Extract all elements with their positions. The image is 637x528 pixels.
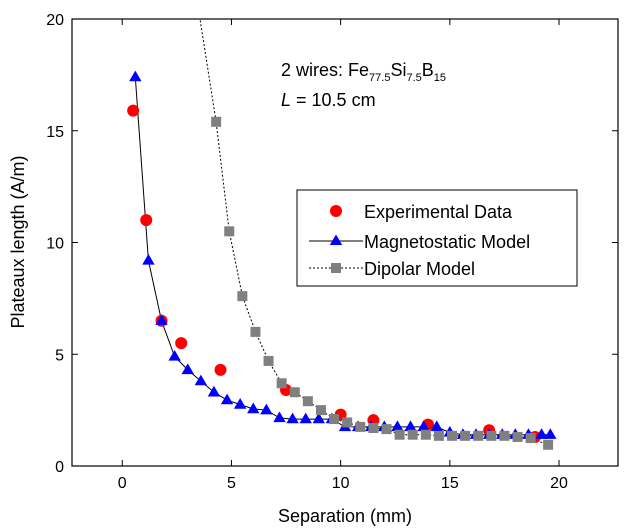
series-1-point-22	[417, 420, 430, 432]
series-2-point-19	[460, 430, 471, 441]
series-2-point-13	[381, 424, 392, 435]
annotation-si: Si	[390, 60, 406, 80]
series-1-point-4	[181, 363, 194, 375]
series-2-point-17	[433, 430, 444, 441]
annotation-line1: 2 wires: Fe77.5Si7.5B15	[281, 60, 446, 84]
series-2-point-8	[315, 405, 326, 416]
series-2-point-7	[302, 396, 313, 407]
annotation: 2 wires: Fe77.5Si7.5B15 L = 10.5 cm	[281, 60, 446, 110]
series-2-point-11	[355, 421, 366, 432]
series-1-point-7	[220, 393, 234, 405]
series-1-point-13	[299, 412, 312, 424]
annotation-l-value: = 10.5 cm	[291, 90, 376, 110]
annotation-line2: L = 10.5 cm	[281, 90, 376, 110]
series-1-point-8	[233, 398, 247, 409]
series-2-point-15	[407, 429, 418, 440]
series-1-point-32	[544, 428, 557, 439]
series-2-point-2	[237, 291, 248, 302]
series-2-point-0	[211, 116, 222, 127]
y-axis-label: Plateaux length (A/m)	[8, 155, 28, 328]
series-2-point-12	[368, 423, 379, 434]
series-0-point-0	[127, 104, 140, 117]
series-2-point-18	[447, 430, 458, 441]
series-2-point-24	[525, 433, 536, 444]
ticks: 0 5 10 15 20 0 5 10 15 20	[46, 12, 618, 492]
series-1-point-9	[247, 402, 260, 414]
series-1-point-12	[286, 412, 299, 424]
markers	[127, 70, 557, 450]
annotation-sub1: 77.5	[369, 72, 390, 84]
y-tick-label-3: 15	[46, 124, 64, 141]
legend-label-dipolar: Dipolar Model	[364, 259, 475, 279]
legend-marker-dipolar	[331, 263, 341, 273]
series-1-point-21	[404, 420, 417, 432]
series-2-point-21	[486, 430, 497, 441]
legend-label-experimental: Experimental Data	[364, 202, 513, 222]
series-1-point-2	[155, 314, 168, 325]
annotation-b: B	[422, 60, 434, 80]
series-1-point-20	[391, 420, 404, 432]
y-tick-label-1: 5	[55, 347, 64, 364]
legend: Experimental Data Magnetostatic Model Di…	[296, 189, 578, 287]
series-0-point-1	[140, 214, 153, 227]
series-1-point-11	[273, 411, 286, 423]
series-2-point-6	[289, 387, 300, 398]
legend-marker-magnetostatic	[329, 234, 343, 245]
series-2-point-5	[276, 378, 287, 389]
series-0-point-4	[214, 363, 227, 376]
x-tick-label-4: 20	[550, 475, 568, 492]
x-axis-label: Separation (mm)	[278, 506, 412, 526]
x-tick-label-2: 10	[332, 475, 350, 492]
series-1-point-1	[142, 253, 155, 265]
x-tick-label-3: 15	[441, 475, 459, 492]
legend-label-magnetostatic: Magnetostatic Model	[364, 232, 530, 252]
series-2-point-25	[543, 439, 554, 450]
x-tick-label-1: 5	[227, 475, 236, 492]
series-2-point-14	[394, 429, 405, 440]
series-1-point-6	[207, 385, 221, 397]
y-tick-label-4: 20	[46, 12, 64, 29]
series-1-point-3	[168, 349, 181, 361]
series-2-point-23	[512, 431, 523, 442]
legend-marker-experimental	[330, 205, 342, 217]
series-1-point-0	[129, 70, 142, 82]
series-2-point-9	[329, 414, 340, 425]
series-1-point-31	[535, 428, 548, 439]
series-2-point-3	[250, 326, 261, 337]
y-tick-label-2: 10	[46, 236, 64, 253]
series-1-point-10	[260, 403, 273, 415]
series-0-point-3	[175, 337, 188, 350]
series-2-point-10	[342, 417, 353, 428]
series-1-point-14	[312, 412, 325, 424]
series-2-point-4	[263, 355, 274, 366]
series-2-point-1	[224, 226, 235, 237]
annotation-fe: 2 wires: Fe	[281, 60, 369, 80]
series-2-point-22	[499, 430, 510, 441]
annotation-l: L	[281, 90, 291, 110]
x-tick-label-0: 0	[118, 475, 127, 492]
y-tick-label-0: 0	[55, 459, 64, 476]
annotation-sub3: 15	[434, 72, 446, 84]
series-1-point-5	[194, 374, 208, 386]
annotation-sub2: 7.5	[406, 72, 421, 84]
series-1-point-23	[430, 420, 443, 432]
series-2-point-16	[420, 429, 431, 440]
legend-box	[296, 189, 578, 287]
series-2-point-20	[473, 430, 484, 441]
